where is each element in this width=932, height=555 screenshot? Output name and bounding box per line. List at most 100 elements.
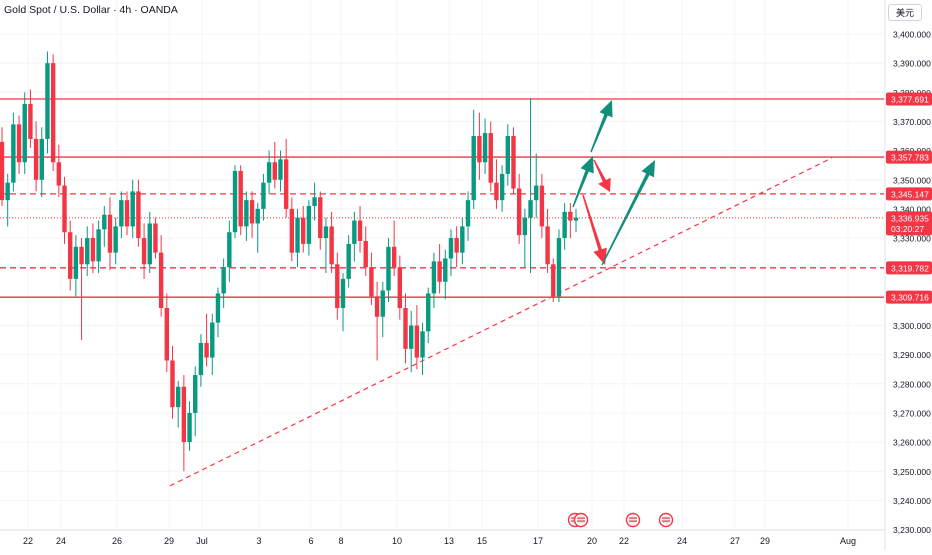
y-tick-label: 3,340.000 <box>893 204 931 214</box>
candle-body <box>244 200 249 227</box>
y-tick-label: 3,300.000 <box>893 321 931 331</box>
x-tick-label: 24 <box>56 536 66 546</box>
currency-button[interactable]: 美元 <box>888 4 922 21</box>
candle-body <box>85 238 90 265</box>
candle-body <box>0 141 5 201</box>
candle-body <box>113 226 118 253</box>
candle-body <box>170 360 175 408</box>
y-tick-label: 3,280.000 <box>893 379 931 389</box>
level-tag <box>886 261 932 275</box>
candle-body <box>505 136 511 174</box>
level-tag <box>886 187 932 201</box>
candle-body <box>573 217 579 221</box>
candle-body <box>431 261 437 294</box>
candle-body <box>67 232 73 279</box>
candle-body <box>426 293 431 332</box>
candle-body <box>187 412 192 443</box>
y-tick-label: 3,230.000 <box>893 525 931 535</box>
grid <box>0 0 884 531</box>
candle-body <box>210 322 215 358</box>
candle-body <box>11 124 16 183</box>
candle-body <box>397 267 403 309</box>
candle-body <box>534 185 539 201</box>
candle-body <box>511 136 516 189</box>
candle-body <box>124 200 130 227</box>
candle-body <box>45 63 50 139</box>
candle-body <box>403 308 408 349</box>
candle-body <box>380 290 385 317</box>
arrow-down-1 <box>593 159 611 192</box>
us-flag-icon[interactable] <box>625 512 641 528</box>
x-tick-label: 20 <box>587 536 597 546</box>
countdown-label: 03:20:27 <box>891 224 924 234</box>
flag-stripe <box>577 520 585 522</box>
y-tick-label: 3,250.000 <box>893 467 931 477</box>
flag-face <box>628 515 638 525</box>
level-tag <box>886 150 932 164</box>
event-icons[interactable] <box>567 512 674 528</box>
candle-body <box>164 308 170 361</box>
x-tick-label: 22 <box>23 536 33 546</box>
x-tick-label: 27 <box>730 536 740 546</box>
flag-stripe <box>662 520 670 522</box>
candle-body <box>96 229 101 262</box>
candle-body <box>102 214 107 230</box>
candle-body <box>5 182 10 201</box>
flag-stripe <box>662 517 670 519</box>
candle-body <box>318 197 323 239</box>
y-tick-label: 3,240.000 <box>893 496 931 506</box>
candle-body <box>22 103 27 163</box>
level-tag <box>886 290 932 304</box>
candle-body <box>249 200 255 224</box>
candle-body <box>301 217 306 244</box>
time-axis[interactable]: 22 24 26 29 Jul 3 6 8 10 13 15 17 20 22 24 27 29 Aug <box>0 529 885 546</box>
candle-body <box>238 171 243 227</box>
candle-body <box>448 238 454 259</box>
candle-body <box>221 267 226 294</box>
candle-body <box>119 200 124 227</box>
arrow-up-2 <box>601 160 655 266</box>
candle-body <box>255 208 260 224</box>
candle-body <box>340 278 346 309</box>
candle-body <box>516 188 522 236</box>
arrow-up-3 <box>590 100 613 153</box>
y-tick-label: 3,400.000 <box>893 30 931 40</box>
candle-body <box>62 185 67 233</box>
candle-body <box>33 138 39 180</box>
candle-body <box>158 252 164 309</box>
price-axis[interactable]: 3,400.0003,390.0003,380.0003,370.0003,36… <box>884 0 932 550</box>
candle-body <box>90 238 96 262</box>
x-tick-label: 17 <box>533 536 543 546</box>
candle-body <box>323 226 329 239</box>
arrow-down-2 <box>582 194 607 265</box>
x-tick-label: 29 <box>164 536 174 546</box>
candle-body <box>454 238 459 253</box>
candle-body <box>499 173 505 201</box>
x-tick-label: 26 <box>112 536 122 546</box>
candle-body <box>272 162 277 180</box>
candle-body <box>357 220 363 241</box>
candle-body <box>136 191 141 239</box>
current-price-tag <box>886 211 932 236</box>
candle-body <box>568 211 573 221</box>
candle-body <box>522 217 528 236</box>
candle-body <box>204 342 209 358</box>
candle-body <box>562 211 567 239</box>
us-flag-icon[interactable] <box>573 512 589 528</box>
y-tick-label: 3,270.000 <box>893 408 931 418</box>
candle-body <box>545 226 550 265</box>
horizontal-levels <box>0 98 884 298</box>
us-flag-icon[interactable] <box>658 512 674 528</box>
flag-face <box>661 515 671 525</box>
x-tick-label: 8 <box>338 536 343 546</box>
candle-body <box>147 223 152 265</box>
x-tick-label: Aug <box>840 536 856 546</box>
candle-body <box>335 264 340 309</box>
candle-body <box>414 325 420 358</box>
y-tick-label: 3,290.000 <box>893 350 931 360</box>
candle-body <box>556 238 562 297</box>
candle-body <box>56 162 62 186</box>
y-tick-label: 3,350.000 <box>893 175 931 185</box>
